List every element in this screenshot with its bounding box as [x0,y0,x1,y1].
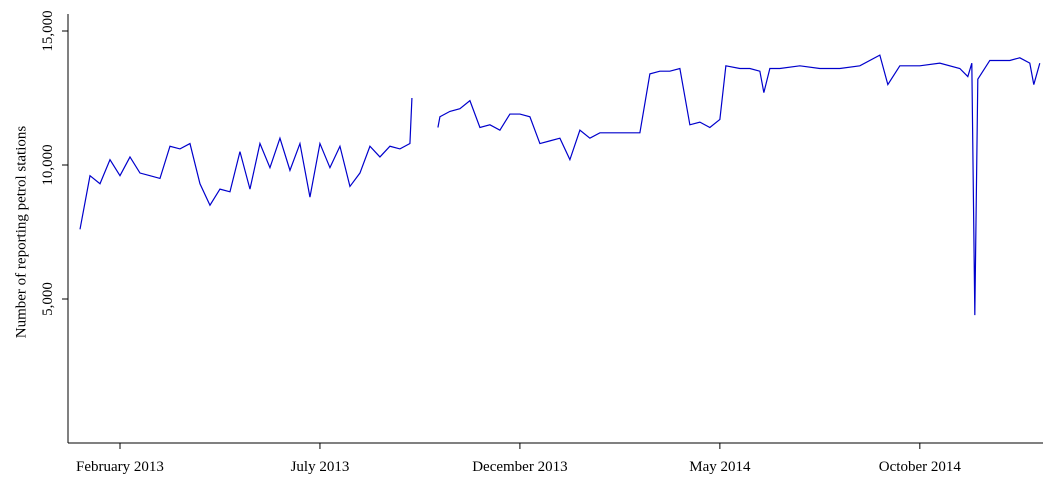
line [79,97,413,230]
x-tick-label: October 2014 [879,459,962,475]
y-axis-label: Number of reporting petrol stations [13,126,29,339]
x-tick-label: July 2013 [291,459,350,475]
y-tick-label: 10,000 [40,144,56,185]
x-tick-label: February 2013 [76,459,164,475]
y-tick-label: 5,000 [40,282,56,316]
line [437,54,1041,316]
x-tick-label: May 2014 [689,459,751,475]
x-tick-label: December 2013 [472,459,567,475]
y-tick-label: 15,000 [40,10,56,51]
